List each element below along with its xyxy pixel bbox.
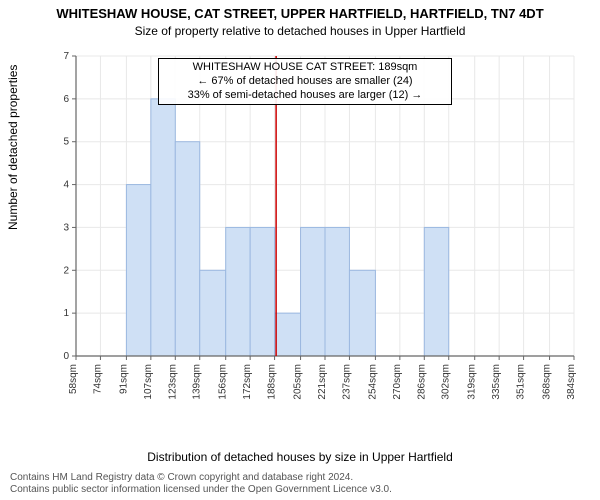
svg-text:270sqm: 270sqm: [392, 364, 403, 400]
svg-text:368sqm: 368sqm: [542, 364, 553, 400]
x-axis-label: Distribution of detached houses by size …: [0, 450, 600, 464]
chart-area: 0 1 2 3 4 5 6 7 58sqm 74sqm 91sqm 107sqm 123sqm 139sq…: [46, 48, 576, 418]
svg-text:5: 5: [63, 137, 69, 148]
svg-text:139sqm: 139sqm: [192, 364, 203, 400]
svg-text:6: 6: [63, 94, 69, 105]
svg-text:319sqm: 319sqm: [467, 364, 478, 400]
annotation-line-2: ← 67% of detached houses are smaller (24…: [165, 75, 445, 89]
svg-text:205sqm: 205sqm: [293, 364, 304, 400]
svg-text:2: 2: [63, 265, 69, 276]
y-axis-label: Number of detached properties: [6, 65, 20, 230]
svg-text:286sqm: 286sqm: [416, 364, 427, 400]
svg-text:107sqm: 107sqm: [143, 364, 154, 400]
footer-line-1: Contains HM Land Registry data © Crown c…: [10, 472, 392, 484]
svg-text:156sqm: 156sqm: [218, 364, 229, 400]
svg-text:335sqm: 335sqm: [491, 364, 502, 400]
svg-text:302sqm: 302sqm: [441, 364, 452, 400]
chart-subtitle: Size of property relative to detached ho…: [0, 22, 600, 38]
chart-title: WHITESHAW HOUSE, CAT STREET, UPPER HARTF…: [0, 0, 600, 22]
annotation-box: WHITESHAW HOUSE CAT STREET: 189sqm ← 67%…: [158, 58, 452, 105]
svg-text:58sqm: 58sqm: [68, 364, 79, 394]
svg-text:188sqm: 188sqm: [267, 364, 278, 400]
footer-line-2: Contains public sector information licen…: [10, 484, 392, 496]
svg-text:3: 3: [63, 222, 69, 233]
svg-text:351sqm: 351sqm: [516, 364, 527, 400]
chart-container: WHITESHAW HOUSE, CAT STREET, UPPER HARTF…: [0, 0, 600, 500]
svg-text:1: 1: [63, 308, 69, 319]
svg-text:221sqm: 221sqm: [317, 364, 328, 400]
svg-text:91sqm: 91sqm: [118, 364, 129, 394]
annotation-line-3: 33% of semi-detached houses are larger (…: [165, 89, 445, 103]
svg-text:172sqm: 172sqm: [242, 364, 253, 400]
footer-attribution: Contains HM Land Registry data © Crown c…: [10, 472, 392, 496]
svg-text:237sqm: 237sqm: [341, 364, 352, 400]
svg-text:123sqm: 123sqm: [167, 364, 178, 400]
svg-text:7: 7: [63, 51, 69, 62]
svg-text:254sqm: 254sqm: [367, 364, 378, 400]
svg-text:384sqm: 384sqm: [566, 364, 576, 400]
svg-text:0: 0: [63, 351, 69, 362]
annotation-line-1: WHITESHAW HOUSE CAT STREET: 189sqm: [165, 61, 445, 75]
svg-text:74sqm: 74sqm: [92, 364, 103, 394]
svg-text:4: 4: [63, 180, 69, 191]
